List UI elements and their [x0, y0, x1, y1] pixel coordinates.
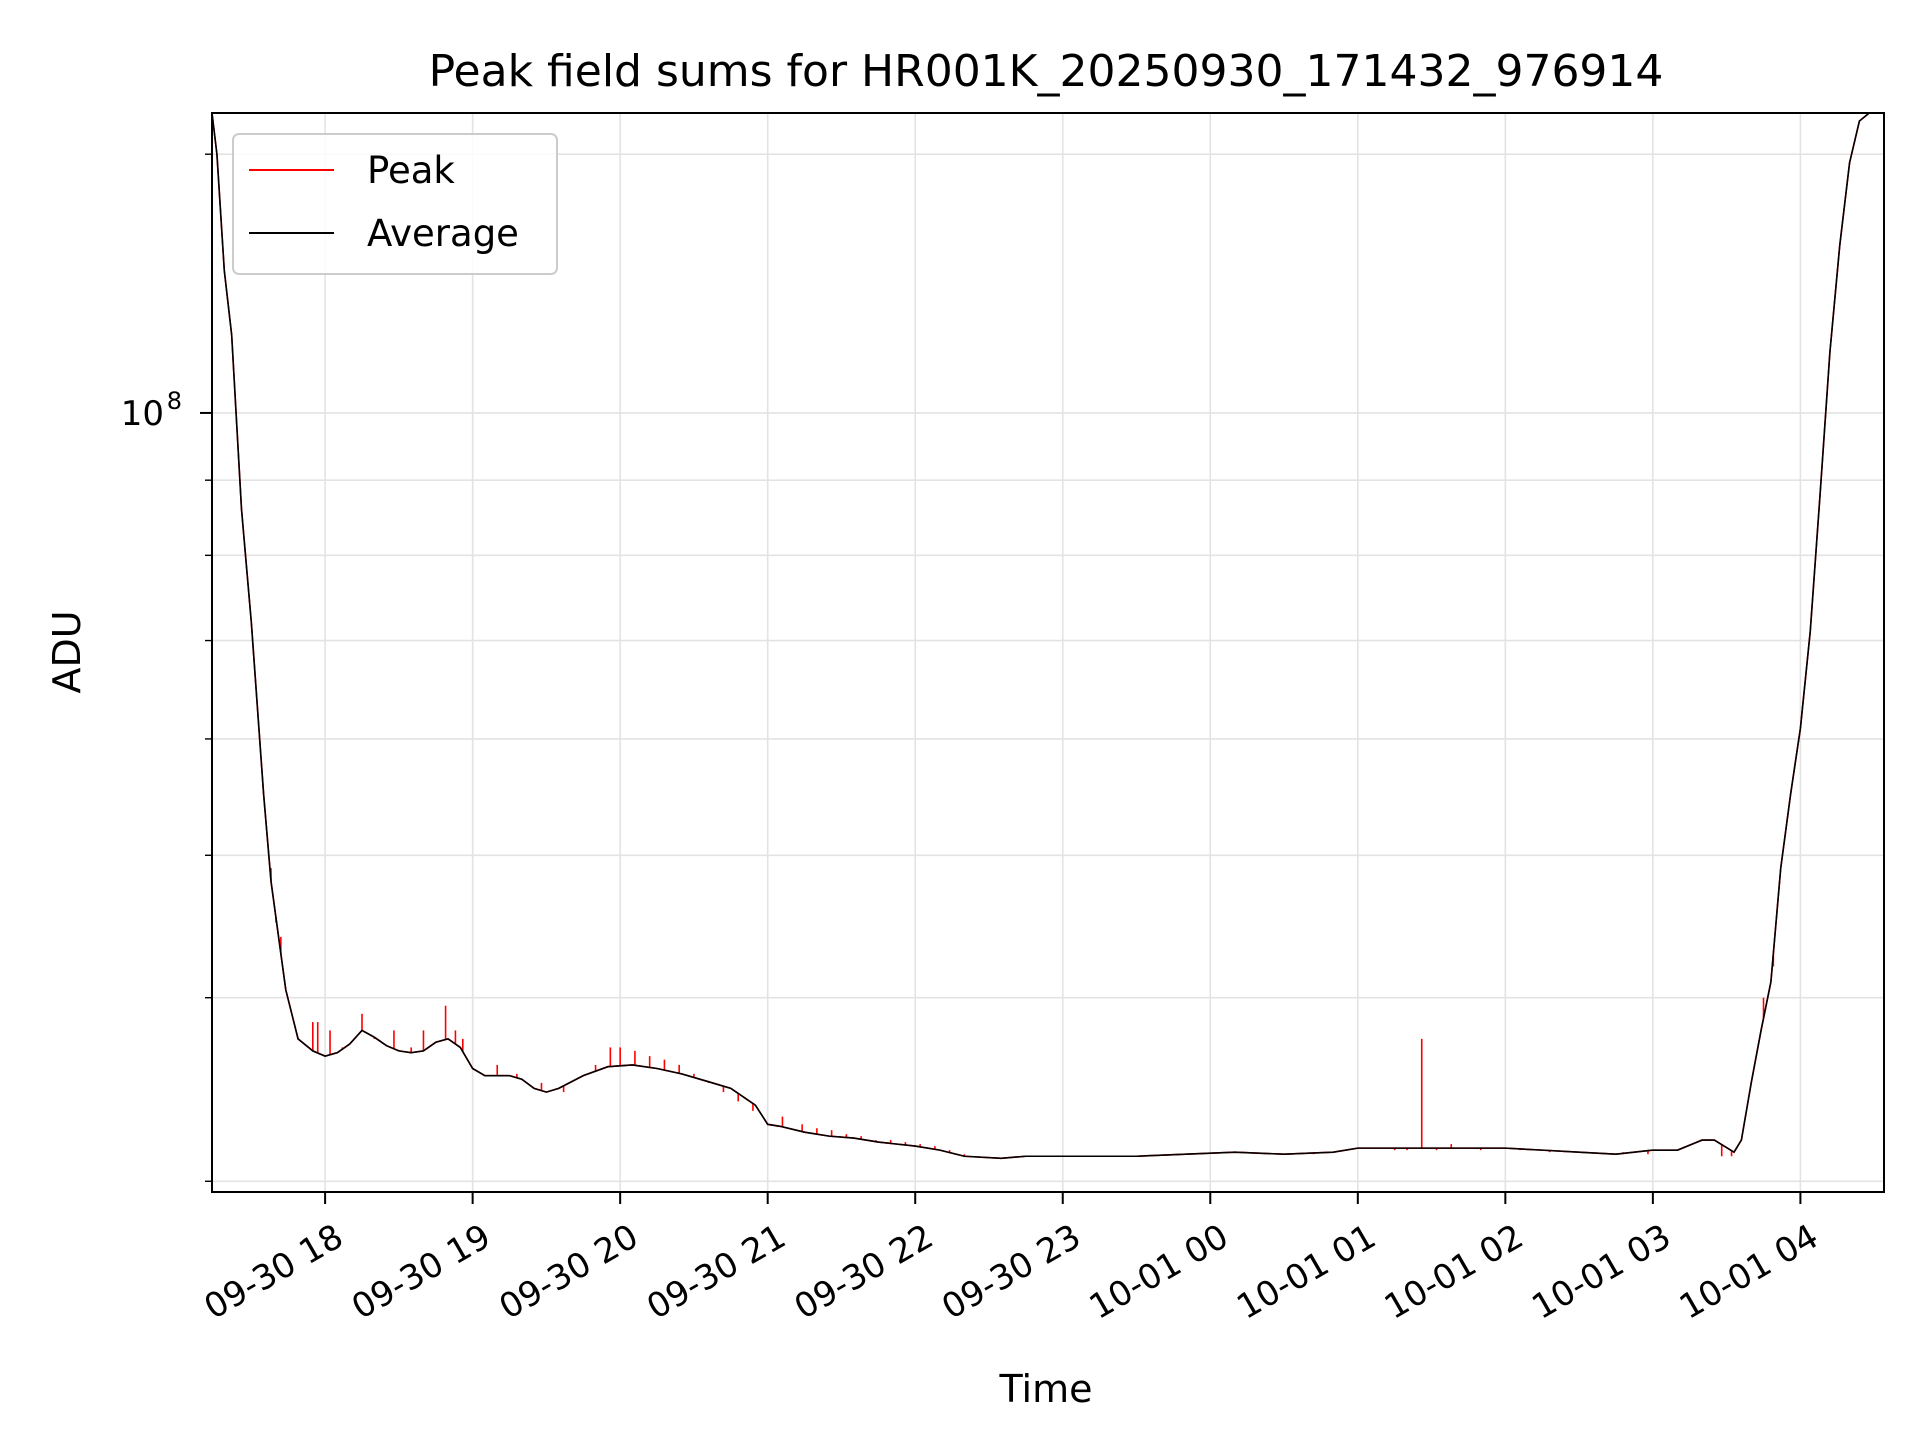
y-tick-exponent: 8 [167, 387, 182, 415]
plot-area [211, 112, 1885, 1193]
average-line [211, 112, 1870, 1160]
grid [212, 113, 1884, 1192]
x-tick-label: 10-01 00 [1083, 1217, 1235, 1328]
x-tick-label: 09-30 21 [640, 1217, 792, 1328]
legend: Peak Average [232, 133, 558, 275]
y-tick-label: 10 [121, 394, 164, 434]
x-axis-label: Time [999, 1367, 1093, 1411]
x-tick-label: 09-30 22 [788, 1217, 940, 1328]
x-tick-label: 10-01 02 [1378, 1217, 1530, 1328]
y-axis: 10 8 [121, 153, 212, 1182]
y-axis-label: ADU [45, 610, 89, 693]
x-tick-label: 10-01 03 [1525, 1217, 1677, 1328]
legend-peak-label: Peak [367, 149, 455, 192]
x-tick-label: 09-30 19 [345, 1217, 497, 1328]
plot-frame [211, 112, 1885, 1193]
x-tick-label: 09-30 23 [935, 1217, 1087, 1328]
legend-average-label: Average [367, 212, 519, 255]
x-tick-label: 09-30 20 [493, 1217, 645, 1328]
x-tick-label: 10-01 04 [1673, 1217, 1825, 1328]
series-average [211, 112, 1870, 1160]
x-tick-label: 10-01 01 [1230, 1217, 1382, 1328]
chart-title: Peak field sums for HR001K_20250930_1714… [429, 46, 1664, 97]
x-tick-label: 09-30 18 [198, 1217, 350, 1328]
